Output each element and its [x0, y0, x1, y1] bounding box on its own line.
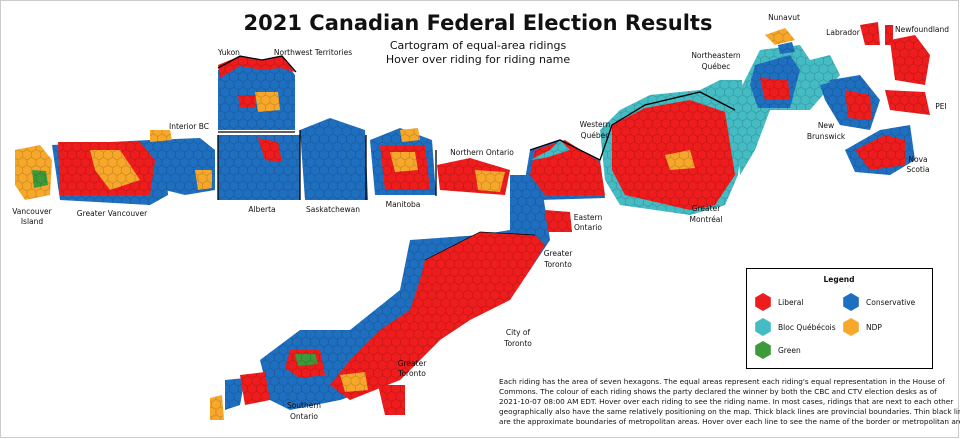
hex-texture: [255, 92, 280, 112]
legend-swatch: [755, 341, 771, 359]
hex-texture: [545, 210, 572, 232]
region-label: Northern Ontario: [450, 148, 514, 157]
region-label: Ontario: [290, 412, 318, 421]
legend-label: NDP: [866, 323, 882, 332]
region-label: Western: [580, 120, 611, 129]
hex-texture: [258, 138, 282, 162]
note-line: are the approximate boundaries of metrop…: [499, 417, 960, 426]
legend-box: [746, 268, 933, 369]
map-regions: [15, 22, 930, 420]
note-line: 2021-10-07 08:00 AM EDT. Hover over each…: [499, 397, 953, 406]
region-label: Montréal: [690, 215, 723, 224]
region-label: Labrador: [826, 28, 861, 37]
hex-texture: [295, 354, 318, 366]
region-label: Toronto: [543, 260, 572, 269]
region-label: New: [818, 121, 834, 130]
legend-swatch: [755, 318, 771, 336]
region-label: Manitoba: [386, 200, 421, 209]
region-label: Alberta: [248, 205, 275, 214]
hex-texture: [760, 78, 790, 100]
hex-texture: [218, 135, 300, 200]
legend-swatch: [755, 293, 771, 311]
legend-swatch: [843, 293, 859, 311]
legend-label: Liberal: [778, 298, 803, 307]
region-label: Eastern: [574, 213, 603, 222]
border: [217, 55, 297, 73]
region-label: Nunavut: [768, 13, 800, 22]
region-label: Northwest Territories: [274, 48, 352, 57]
hex-texture: [340, 372, 368, 392]
title: 2021 Canadian Federal Election Results: [244, 11, 713, 35]
hex-texture: [225, 378, 245, 410]
legend-swatch: [843, 318, 859, 336]
region-label: Québec: [581, 131, 610, 140]
hex-texture: [90, 150, 140, 190]
region-labels: Yukon Northwest Territories Interior BC …: [12, 13, 949, 421]
hex-texture: [820, 80, 845, 100]
region-label: Newfoundland: [895, 25, 949, 34]
region-label: Greater: [398, 359, 427, 368]
note-line: Commons. The colour of each riding shows…: [499, 387, 937, 396]
hex-texture: [390, 152, 418, 172]
region-label: Northeastern: [691, 51, 741, 60]
hex-texture: [885, 90, 930, 115]
hex-texture: [150, 130, 172, 142]
legend-label: Conservative: [866, 298, 916, 307]
hex-texture: [475, 170, 505, 192]
region-label: Greater: [692, 204, 721, 213]
hex-texture: [530, 140, 570, 160]
hex-texture: [300, 118, 368, 200]
province-borders: [217, 55, 736, 261]
region-label: Nova: [908, 155, 927, 164]
hex-texture: [860, 22, 880, 45]
hex-texture: [665, 150, 695, 170]
region-label: Scotia: [906, 165, 929, 174]
region-label: Toronto: [503, 339, 532, 348]
region-label: Toronto: [397, 369, 426, 378]
hex-texture: [195, 170, 212, 190]
hex-texture: [400, 128, 420, 142]
metro-border: [424, 231, 536, 261]
hex-texture: [890, 35, 930, 85]
hex-texture: [210, 395, 224, 420]
subtitle: Hover over riding for riding name: [386, 53, 571, 66]
legend-label: Green: [778, 346, 801, 355]
hex-texture: [378, 385, 405, 415]
legend: Legend Liberal Conservative Bloc Québécois…: [746, 268, 933, 369]
region-label: Québec: [702, 62, 731, 71]
hex-texture: [330, 232, 545, 400]
region-label: Saskatchewan: [306, 205, 360, 214]
region-label: Yukon: [217, 48, 240, 57]
region-label: Greater Vancouver: [77, 209, 148, 218]
region-label: Brunswick: [807, 132, 846, 141]
note-line: Each riding has the area of seven hexago…: [499, 377, 945, 386]
legend-label: Bloc Québécois: [778, 323, 836, 332]
hex-texture: [218, 56, 295, 78]
region-label: PEI: [935, 102, 946, 111]
region-label: Interior BC: [169, 122, 209, 131]
region-label: Island: [21, 217, 44, 226]
hex-texture: [240, 372, 270, 405]
hex-texture: [765, 28, 795, 45]
region-label: Greater: [544, 249, 573, 258]
hex-texture: [238, 95, 255, 108]
hex-texture: [778, 42, 795, 54]
region-label: Ontario: [574, 223, 602, 232]
note-line: geographically also have the same relati…: [499, 407, 960, 416]
hex-texture: [32, 170, 48, 188]
border: [529, 91, 736, 161]
note: Each riding has the area of seven hexago…: [499, 377, 960, 426]
legend-title: Legend: [823, 275, 854, 284]
subtitle: Cartogram of equal-area ridings: [390, 39, 567, 52]
hex-texture: [855, 135, 905, 170]
region-label: Southern: [287, 401, 321, 410]
hex-texture: [260, 175, 550, 410]
region-label: City of: [506, 328, 531, 337]
hex-texture: [845, 90, 872, 120]
region-label: Vancouver: [12, 207, 52, 216]
